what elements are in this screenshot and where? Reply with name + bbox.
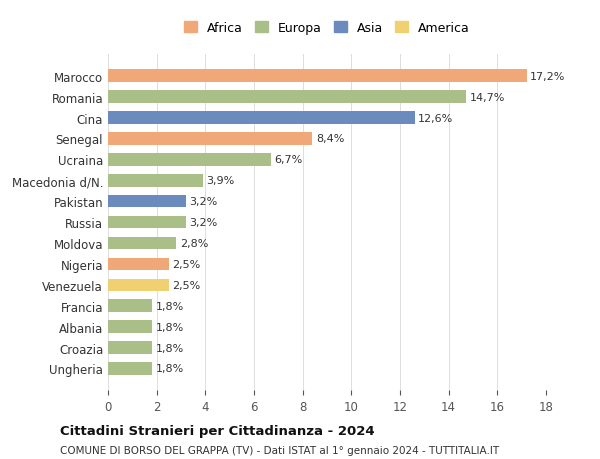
Bar bbox=[108, 300, 152, 312]
Bar bbox=[108, 237, 176, 250]
Bar bbox=[108, 279, 169, 291]
Bar bbox=[108, 196, 186, 208]
Bar bbox=[108, 363, 152, 375]
Text: 12,6%: 12,6% bbox=[418, 113, 454, 123]
Text: 3,2%: 3,2% bbox=[190, 197, 218, 207]
Bar bbox=[108, 112, 415, 124]
Bar bbox=[108, 321, 152, 333]
Text: 1,8%: 1,8% bbox=[155, 322, 184, 332]
Text: 1,8%: 1,8% bbox=[155, 343, 184, 353]
Bar bbox=[108, 216, 186, 229]
Text: 1,8%: 1,8% bbox=[155, 364, 184, 374]
Bar bbox=[108, 133, 313, 146]
Bar bbox=[108, 341, 152, 354]
Bar bbox=[108, 91, 466, 104]
Legend: Africa, Europa, Asia, America: Africa, Europa, Asia, America bbox=[181, 18, 473, 38]
Bar bbox=[108, 258, 169, 271]
Text: 17,2%: 17,2% bbox=[530, 72, 566, 82]
Bar bbox=[108, 174, 203, 187]
Text: 2,5%: 2,5% bbox=[172, 280, 201, 290]
Text: 2,5%: 2,5% bbox=[172, 259, 201, 269]
Bar bbox=[108, 70, 527, 83]
Text: 8,4%: 8,4% bbox=[316, 134, 344, 144]
Text: 3,2%: 3,2% bbox=[190, 218, 218, 228]
Bar bbox=[108, 154, 271, 166]
Text: 1,8%: 1,8% bbox=[155, 301, 184, 311]
Text: Cittadini Stranieri per Cittadinanza - 2024: Cittadini Stranieri per Cittadinanza - 2… bbox=[60, 425, 374, 437]
Text: 2,8%: 2,8% bbox=[180, 239, 208, 248]
Text: COMUNE DI BORSO DEL GRAPPA (TV) - Dati ISTAT al 1° gennaio 2024 - TUTTITALIA.IT: COMUNE DI BORSO DEL GRAPPA (TV) - Dati I… bbox=[60, 445, 499, 455]
Text: 14,7%: 14,7% bbox=[469, 92, 505, 102]
Text: 3,9%: 3,9% bbox=[206, 176, 235, 186]
Text: 6,7%: 6,7% bbox=[275, 155, 303, 165]
